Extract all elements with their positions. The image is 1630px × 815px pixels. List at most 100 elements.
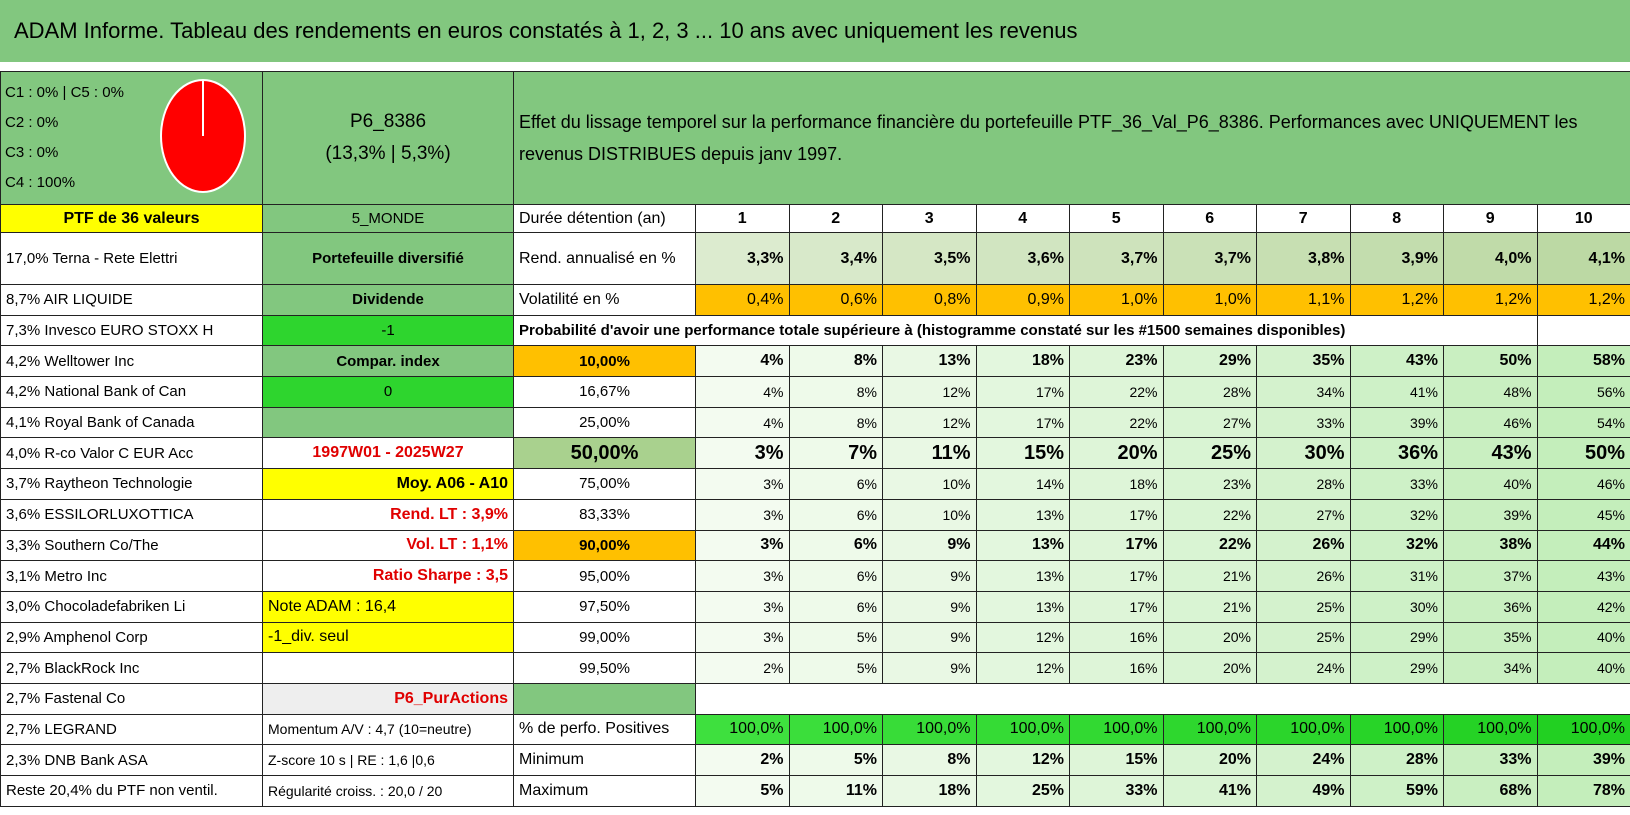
value-cell: 100,0%: [788, 713, 883, 746]
value-cell: 36%: [1443, 590, 1538, 623]
value-cell: 25%: [1162, 437, 1257, 470]
value-cell: 6%: [788, 560, 883, 592]
row-label: Rend. annualisé en %: [513, 232, 696, 285]
value-cell: 20%: [1162, 652, 1257, 684]
table-row: 8,7% AIR LIQUIDE Dividende Volatilité en %…: [0, 284, 1630, 316]
info: Vol. LT : 1,1%: [262, 529, 514, 562]
value-cell: 39%: [1443, 498, 1538, 531]
value-cell: 17%: [1069, 498, 1164, 531]
value-cell: 100,0%: [1256, 713, 1351, 746]
table-row: 4,0% R-co Valor C EUR Acc 1997W01 - 2025W…: [0, 437, 1630, 470]
info: 5_MONDE: [262, 204, 514, 233]
value-cell: 56%: [1536, 376, 1630, 408]
table-row: 2,7% LEGRAND Momentum A/V : 4,7 (10=neutr…: [0, 713, 1630, 746]
info: Portefeuille diversifié: [262, 232, 514, 285]
year: 2: [788, 204, 883, 233]
value-cell: 3%: [695, 590, 790, 623]
holding: 3,6% ESSILORLUXOTTICA: [0, 498, 263, 531]
holding: 2,3% DNB Bank ASA: [0, 744, 263, 776]
value-cell: 43%: [1536, 560, 1630, 592]
summary-label: Maximum: [513, 775, 696, 807]
value-cell: 26%: [1256, 529, 1351, 562]
table-row: 3,7% Raytheon Technologie Moy. A06 - A10 7…: [0, 468, 1630, 500]
table-row: 17,0% Terna - Rete Elettri Portefeuille d…: [0, 232, 1630, 285]
holding: Reste 20,4% du PTF non ventil.: [0, 775, 263, 807]
value-cell: 22%: [1162, 529, 1257, 562]
probability-level: 25,00%: [513, 406, 696, 439]
empty-area: [696, 683, 1630, 714]
value-cell: 22%: [1162, 498, 1257, 531]
value-cell: 13%: [975, 529, 1070, 562]
value-cell: 30%: [1256, 437, 1351, 470]
value-cell: 44%: [1536, 529, 1630, 562]
value-cell: 31%: [1349, 560, 1444, 592]
table-row: 2,9% Amphenol Corp -1_div. seul 99,00% 3% 5%…: [0, 621, 1630, 654]
value-cell: 43%: [1349, 345, 1444, 378]
spacer: [0, 62, 1630, 71]
table-row: 2,3% DNB Bank ASA Z-score 10 s | RE : 1,6…: [0, 744, 1630, 776]
value-cell: 1,2%: [1443, 284, 1538, 316]
value-cell: 21%: [1162, 560, 1257, 592]
value-cell: 48%: [1443, 376, 1538, 408]
table-row: 2,7% BlackRock Inc 99,50% 2% 5% 9% 12% 16% 20% 2…: [0, 652, 1630, 684]
holding: 3,0% Chocoladefabriken Li: [0, 590, 263, 623]
table-row: PTF de 36 valeurs 5_MONDE Durée détention …: [0, 204, 1630, 233]
value-cell: 20%: [1069, 437, 1164, 470]
info: Ratio Sharpe : 3,5: [262, 560, 514, 592]
value-cell: 6%: [788, 468, 883, 500]
value-cell: 26%: [1256, 560, 1351, 592]
value-cell: 39%: [1536, 744, 1630, 776]
value-cell: 46%: [1443, 406, 1538, 439]
value-cell: 3%: [695, 498, 790, 531]
holding: 2,7% BlackRock Inc: [0, 652, 263, 684]
value-cell: 3,3%: [695, 232, 790, 285]
value-cell: 34%: [1256, 376, 1351, 408]
value-cell: 36%: [1349, 437, 1444, 470]
year: 5: [1069, 204, 1164, 233]
value-cell: 8%: [882, 744, 977, 776]
value-cell: 2%: [695, 652, 790, 684]
composition-item: C2 : 0%: [5, 114, 59, 131]
value-cell: 14%: [975, 468, 1070, 500]
value-cell: 17%: [975, 376, 1070, 408]
value-cell: 15%: [975, 437, 1070, 470]
value-cell: 25%: [1256, 621, 1351, 654]
value-cell: 18%: [882, 775, 977, 807]
info: [262, 652, 514, 684]
year: 7: [1256, 204, 1351, 233]
value-cell: 35%: [1256, 345, 1351, 378]
year: 10: [1536, 204, 1630, 233]
value-cell: 7%: [788, 437, 883, 470]
info: Moy. A06 - A10: [262, 468, 514, 500]
value-cell: 37%: [1443, 560, 1538, 592]
value-cell: 38%: [1443, 529, 1538, 562]
report-table: C1 : 0% | C5 : 0% C2 : 0% C3 : 0% C4 : 100%…: [0, 71, 1630, 807]
info: 1997W01 - 2025W27: [262, 437, 514, 470]
value-cell: 12%: [975, 744, 1070, 776]
value-cell: 18%: [1069, 468, 1164, 500]
value-cell: 13%: [975, 560, 1070, 592]
value-cell: 21%: [1162, 590, 1257, 623]
value-cell: 39%: [1349, 406, 1444, 439]
value-cell: 40%: [1536, 652, 1630, 684]
value-cell: 17%: [1069, 590, 1164, 623]
holding: 3,7% Raytheon Technologie: [0, 468, 263, 500]
year: 1: [695, 204, 790, 233]
holding: 2,7% LEGRAND: [0, 713, 263, 746]
holding: 17,0% Terna - Rete Elettri: [0, 232, 263, 285]
value-cell: 46%: [1536, 468, 1630, 500]
info: Rend. LT : 3,9%: [262, 498, 514, 531]
table-row: 4,2% Welltower Inc Compar. index 10,00% 4% 8…: [0, 345, 1630, 378]
value-cell: 4,1%: [1536, 232, 1630, 285]
table-row: 4,2% National Bank of Can 0 16,67% 4% 8% 12% 1…: [0, 376, 1630, 408]
value-cell: 35%: [1443, 621, 1538, 654]
value-cell: 25%: [1256, 590, 1351, 623]
value-cell: 0,4%: [695, 284, 790, 316]
value-cell: 22%: [1069, 406, 1164, 439]
value-cell: 9%: [882, 621, 977, 654]
value-cell: 3,7%: [1162, 232, 1257, 285]
value-cell: 45%: [1536, 498, 1630, 531]
value-cell: 100,0%: [882, 713, 977, 746]
value-cell: 6%: [788, 529, 883, 562]
